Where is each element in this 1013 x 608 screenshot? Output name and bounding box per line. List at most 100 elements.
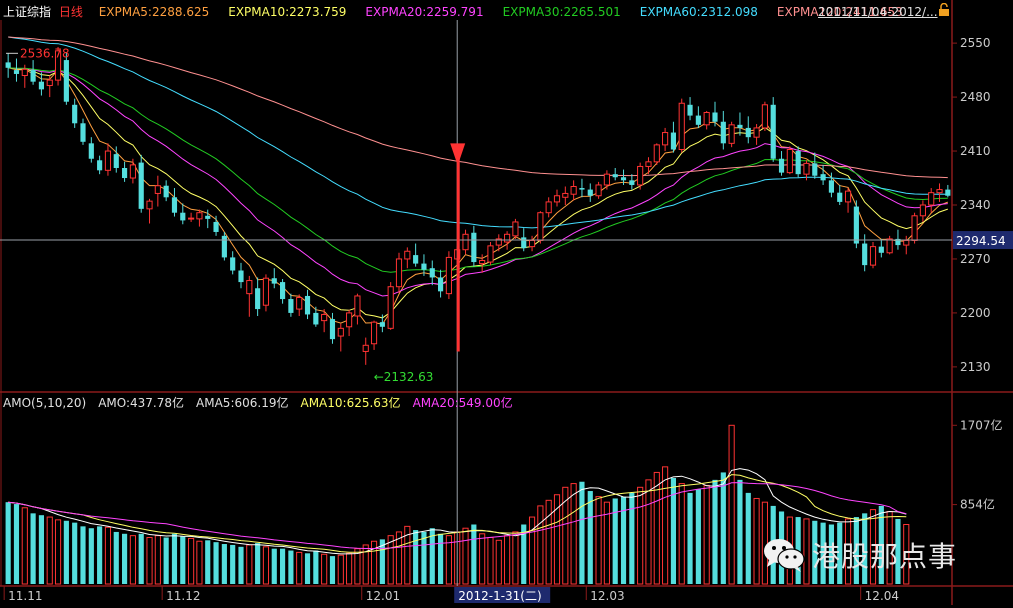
price-tick-label: 2340 bbox=[960, 198, 991, 212]
candle-body bbox=[662, 132, 669, 146]
volume-bar bbox=[895, 518, 901, 584]
candle-body bbox=[387, 286, 394, 329]
volume-bar bbox=[413, 530, 419, 584]
candle-body bbox=[154, 185, 161, 194]
candle-body bbox=[795, 151, 801, 175]
volume-bar bbox=[803, 518, 810, 585]
volume-bar bbox=[122, 533, 128, 584]
candle-body bbox=[528, 239, 536, 248]
candle-body bbox=[395, 258, 403, 288]
candle-body bbox=[612, 174, 618, 178]
volume-bar bbox=[238, 546, 244, 584]
candle-body bbox=[945, 189, 951, 196]
candle-body bbox=[837, 192, 843, 202]
volume-bar bbox=[521, 524, 527, 584]
current-price-box bbox=[953, 231, 1013, 250]
volume-bar bbox=[280, 548, 286, 584]
candle-body bbox=[63, 60, 69, 102]
cursor-marker-arrow bbox=[450, 143, 466, 166]
candle-body bbox=[603, 173, 610, 186]
ema-line bbox=[8, 36, 948, 179]
volume-bar bbox=[13, 504, 20, 584]
volume-bar bbox=[753, 497, 760, 585]
candle-body bbox=[936, 189, 943, 194]
candle-body bbox=[728, 124, 735, 144]
candle-body bbox=[238, 270, 244, 283]
candle-body bbox=[288, 299, 294, 313]
candle-body bbox=[72, 104, 78, 124]
lock-icon[interactable] bbox=[938, 2, 950, 20]
candle-body bbox=[171, 197, 178, 213]
ema-legend-item: EXPMA120:2411.653 bbox=[776, 5, 903, 19]
volume-bar bbox=[129, 535, 136, 585]
candle-body bbox=[703, 112, 710, 126]
volume-bar bbox=[695, 489, 701, 584]
volume-bar bbox=[97, 526, 103, 584]
candle-body bbox=[421, 263, 427, 270]
low-label: ←2132.63 bbox=[374, 370, 434, 384]
candle-body bbox=[429, 268, 435, 278]
high-label: 2536.78 bbox=[20, 46, 70, 60]
candle-body bbox=[146, 200, 153, 210]
price-tick-label: 2410 bbox=[960, 144, 991, 158]
candle-body bbox=[869, 246, 877, 266]
candle-body bbox=[495, 238, 502, 246]
candle-body bbox=[321, 313, 328, 322]
volume-bar bbox=[379, 539, 385, 584]
candle-body bbox=[180, 212, 186, 221]
volume-bar bbox=[570, 483, 577, 585]
candle-body bbox=[737, 124, 743, 128]
volume-bar bbox=[479, 533, 486, 585]
candle-body bbox=[271, 278, 277, 284]
candle-body bbox=[911, 215, 918, 241]
x-tick-label: 12.04 bbox=[865, 589, 899, 603]
candle-body bbox=[196, 212, 203, 220]
ema-line bbox=[8, 36, 948, 229]
candle-body bbox=[812, 163, 818, 176]
candle-body bbox=[304, 295, 311, 315]
volume-bar bbox=[528, 516, 536, 585]
current-price-label: 2294.54 bbox=[956, 234, 1006, 248]
candle-body bbox=[745, 127, 751, 138]
volume-bar bbox=[5, 502, 11, 584]
date-range[interactable]: 2011/11/04-2012/... bbox=[818, 5, 938, 19]
candle-body bbox=[205, 215, 211, 219]
volume-bar bbox=[38, 515, 44, 584]
volume-bar bbox=[171, 533, 178, 584]
candle-body bbox=[413, 255, 419, 264]
volume-legend-item: AMA10:625.63亿 bbox=[300, 396, 401, 410]
candle-body bbox=[853, 206, 859, 244]
candle-body bbox=[487, 245, 494, 263]
volume-bar bbox=[421, 531, 427, 584]
volume-bar bbox=[712, 479, 718, 584]
candle-body bbox=[687, 104, 693, 116]
candle-body bbox=[296, 297, 303, 310]
volume-tick-label: 1707亿 bbox=[960, 417, 1003, 432]
wechat-icon bbox=[764, 539, 805, 572]
volume-bar bbox=[462, 527, 469, 585]
candle-body bbox=[919, 204, 926, 217]
ema-legend-item: EXPMA30:2265.501 bbox=[502, 5, 621, 19]
candle-body bbox=[545, 201, 552, 214]
volume-bar bbox=[46, 516, 53, 585]
volume-legend-item: AMO:437.78亿 bbox=[98, 396, 185, 410]
candle-body bbox=[280, 282, 286, 300]
volume-bar bbox=[445, 535, 452, 585]
candle-body bbox=[537, 212, 544, 241]
volume-bar bbox=[653, 471, 660, 585]
candle-body bbox=[88, 143, 94, 159]
volume-bar bbox=[213, 542, 219, 584]
volume-bar bbox=[404, 525, 411, 585]
volume-bar bbox=[288, 550, 294, 584]
volume-bar bbox=[728, 424, 735, 585]
volume-bar bbox=[662, 466, 669, 585]
volume-legend-item: AMA5:606.19亿 bbox=[196, 396, 289, 410]
volume-bar bbox=[844, 518, 852, 585]
volume-bar bbox=[720, 472, 726, 584]
volume-bar bbox=[603, 501, 610, 585]
volume-bar bbox=[230, 544, 236, 584]
ema-legend-item: EXPMA60:2312.098 bbox=[639, 5, 758, 19]
volume-bar bbox=[321, 553, 328, 585]
